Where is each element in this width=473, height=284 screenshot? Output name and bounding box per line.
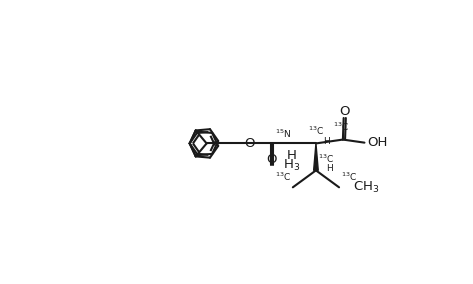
Text: $^{15}$N: $^{15}$N — [275, 127, 291, 139]
Polygon shape — [314, 143, 318, 170]
Text: $^{13}$C: $^{13}$C — [275, 170, 291, 183]
Text: H: H — [323, 137, 330, 146]
Text: $^{13}$C: $^{13}$C — [333, 121, 350, 133]
Text: H$_3$: H$_3$ — [283, 158, 300, 174]
Text: $^{13}$C: $^{13}$C — [341, 170, 357, 183]
Text: $^{13}$C: $^{13}$C — [318, 153, 334, 165]
Text: O: O — [245, 137, 255, 150]
Text: $^{13}$C: $^{13}$C — [308, 125, 324, 137]
Text: H: H — [286, 149, 296, 162]
Text: OH: OH — [367, 136, 387, 149]
Text: O: O — [266, 153, 277, 166]
Text: CH$_3$: CH$_3$ — [353, 180, 379, 195]
Text: H: H — [326, 164, 333, 173]
Text: O: O — [339, 105, 350, 118]
